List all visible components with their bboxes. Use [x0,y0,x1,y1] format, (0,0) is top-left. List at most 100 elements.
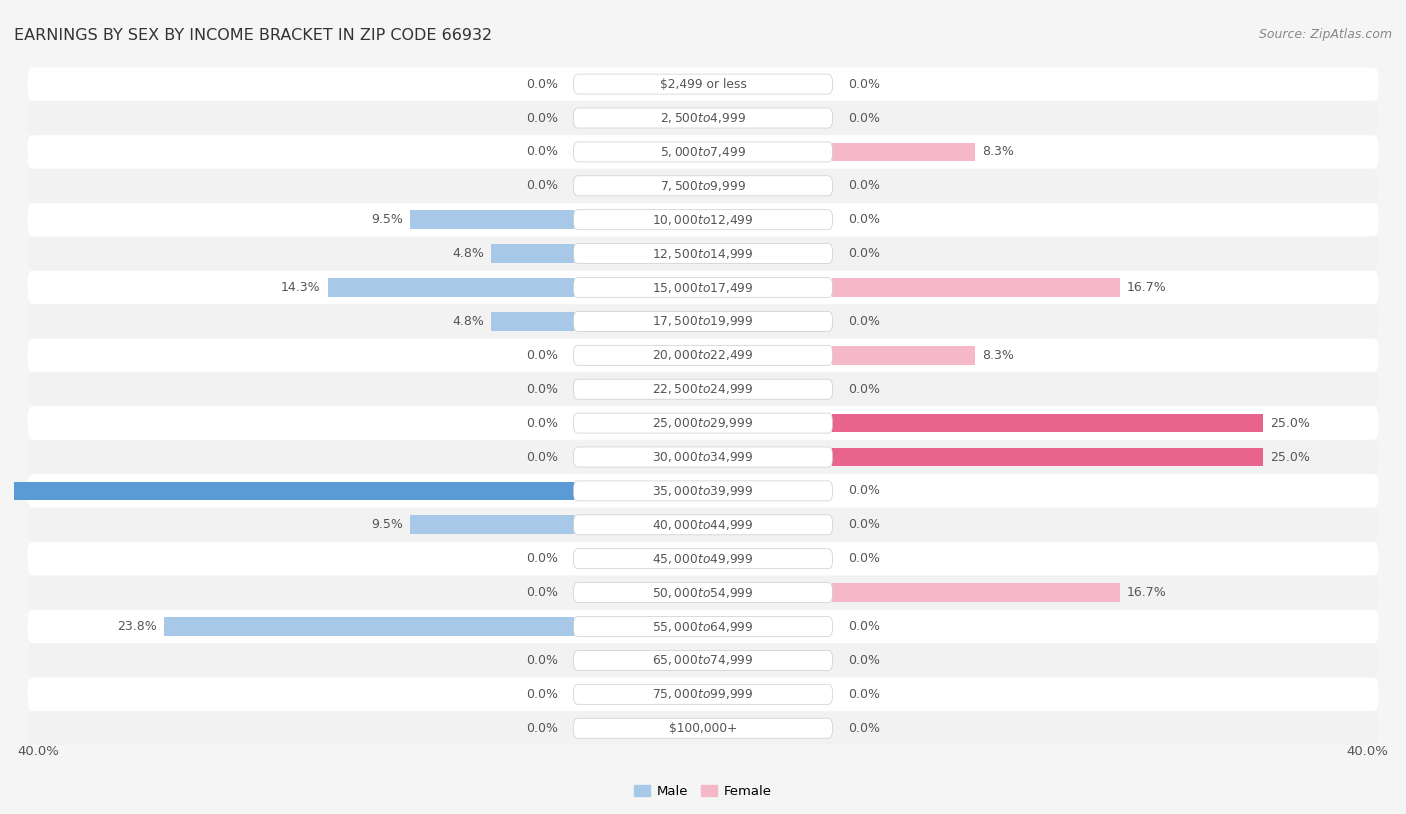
Bar [832,278,1119,297]
Bar [832,414,1263,432]
Text: 0.0%: 0.0% [526,688,558,701]
Text: 0.0%: 0.0% [526,722,558,735]
Text: 0.0%: 0.0% [526,417,558,430]
FancyBboxPatch shape [28,678,1378,711]
Bar [491,244,574,263]
Text: $22,500 to $24,999: $22,500 to $24,999 [652,383,754,396]
Bar [832,584,1119,602]
FancyBboxPatch shape [574,108,832,128]
FancyBboxPatch shape [574,413,832,433]
Text: 25.0%: 25.0% [1270,417,1309,430]
FancyBboxPatch shape [574,718,832,738]
Text: 0.0%: 0.0% [848,77,880,90]
FancyBboxPatch shape [28,203,1378,236]
FancyBboxPatch shape [28,610,1378,643]
FancyBboxPatch shape [28,271,1378,304]
FancyBboxPatch shape [28,237,1378,270]
FancyBboxPatch shape [574,616,832,637]
Text: $17,500 to $19,999: $17,500 to $19,999 [652,314,754,328]
Text: 0.0%: 0.0% [848,213,880,226]
Text: 14.3%: 14.3% [281,281,321,294]
Text: 4.8%: 4.8% [453,315,484,328]
FancyBboxPatch shape [574,74,832,94]
Text: $40,000 to $44,999: $40,000 to $44,999 [652,518,754,532]
Text: Source: ZipAtlas.com: Source: ZipAtlas.com [1258,28,1392,42]
Text: 0.0%: 0.0% [848,620,880,633]
Text: 0.0%: 0.0% [848,654,880,667]
Text: 25.0%: 25.0% [1270,450,1309,463]
Text: 0.0%: 0.0% [848,484,880,497]
Bar [328,278,574,297]
Text: 0.0%: 0.0% [526,586,558,599]
FancyBboxPatch shape [28,711,1378,745]
Bar [491,312,574,330]
FancyBboxPatch shape [574,345,832,365]
FancyBboxPatch shape [574,685,832,704]
Bar [832,346,976,365]
FancyBboxPatch shape [28,576,1378,609]
FancyBboxPatch shape [574,549,832,569]
Text: $15,000 to $17,499: $15,000 to $17,499 [652,281,754,295]
Text: 0.0%: 0.0% [526,77,558,90]
Bar [0,482,574,501]
Text: $35,000 to $39,999: $35,000 to $39,999 [652,484,754,498]
Text: $65,000 to $74,999: $65,000 to $74,999 [652,654,754,667]
FancyBboxPatch shape [28,169,1378,203]
FancyBboxPatch shape [28,339,1378,372]
FancyBboxPatch shape [574,583,832,602]
FancyBboxPatch shape [574,243,832,264]
Text: $30,000 to $34,999: $30,000 to $34,999 [652,450,754,464]
Text: EARNINGS BY SEX BY INCOME BRACKET IN ZIP CODE 66932: EARNINGS BY SEX BY INCOME BRACKET IN ZIP… [14,28,492,43]
FancyBboxPatch shape [28,644,1378,677]
Text: 40.0%: 40.0% [1347,746,1389,759]
Text: 0.0%: 0.0% [848,722,880,735]
Text: 0.0%: 0.0% [526,349,558,361]
Text: $50,000 to $54,999: $50,000 to $54,999 [652,585,754,600]
FancyBboxPatch shape [28,135,1378,168]
Text: 9.5%: 9.5% [371,213,404,226]
Text: 8.3%: 8.3% [981,349,1014,361]
FancyBboxPatch shape [574,176,832,196]
Text: 0.0%: 0.0% [526,383,558,396]
Bar [411,210,574,229]
Text: 0.0%: 0.0% [526,450,558,463]
FancyBboxPatch shape [28,440,1378,474]
FancyBboxPatch shape [28,542,1378,575]
Legend: Male, Female: Male, Female [628,779,778,803]
Text: $7,500 to $9,999: $7,500 to $9,999 [659,179,747,193]
Text: $5,000 to $7,499: $5,000 to $7,499 [659,145,747,159]
Text: $25,000 to $29,999: $25,000 to $29,999 [652,416,754,430]
FancyBboxPatch shape [574,447,832,467]
FancyBboxPatch shape [574,312,832,331]
Text: 16.7%: 16.7% [1126,586,1167,599]
Text: 9.5%: 9.5% [371,519,404,532]
FancyBboxPatch shape [574,650,832,671]
Text: 0.0%: 0.0% [848,112,880,125]
Text: 0.0%: 0.0% [526,179,558,192]
FancyBboxPatch shape [28,102,1378,134]
Text: 0.0%: 0.0% [526,112,558,125]
FancyBboxPatch shape [574,142,832,162]
FancyBboxPatch shape [574,514,832,535]
Text: 4.8%: 4.8% [453,247,484,260]
Text: 0.0%: 0.0% [848,247,880,260]
Bar [832,142,976,161]
FancyBboxPatch shape [28,68,1378,101]
Text: 0.0%: 0.0% [526,146,558,159]
FancyBboxPatch shape [574,481,832,501]
FancyBboxPatch shape [28,304,1378,338]
Text: 40.0%: 40.0% [17,746,59,759]
Text: $2,499 or less: $2,499 or less [659,77,747,90]
Text: $75,000 to $99,999: $75,000 to $99,999 [652,687,754,702]
Text: 0.0%: 0.0% [848,383,880,396]
Text: 8.3%: 8.3% [981,146,1014,159]
Text: $55,000 to $64,999: $55,000 to $64,999 [652,619,754,633]
Bar [411,515,574,534]
Text: 0.0%: 0.0% [848,179,880,192]
FancyBboxPatch shape [28,373,1378,406]
FancyBboxPatch shape [574,210,832,230]
FancyBboxPatch shape [28,475,1378,507]
Bar [165,617,574,636]
Text: $45,000 to $49,999: $45,000 to $49,999 [652,552,754,566]
Text: 0.0%: 0.0% [848,519,880,532]
